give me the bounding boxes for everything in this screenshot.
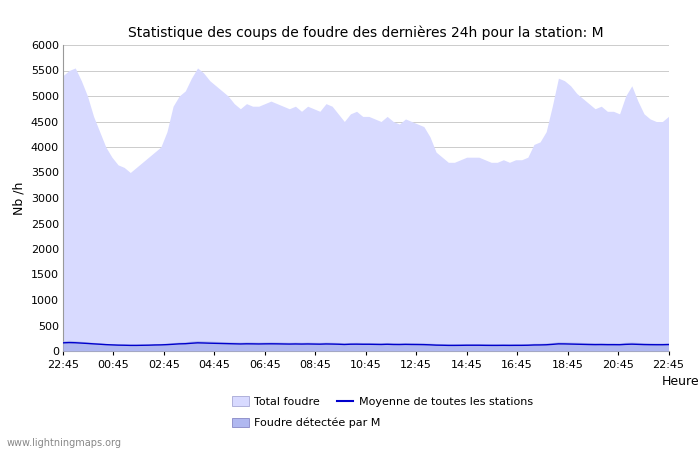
Y-axis label: Nb /h: Nb /h xyxy=(12,181,25,215)
Title: Statistique des coups de foudre des dernières 24h pour la station: M: Statistique des coups de foudre des dern… xyxy=(128,25,603,40)
Text: www.lightningmaps.org: www.lightningmaps.org xyxy=(7,438,122,448)
Legend: Foudre détectée par M: Foudre détectée par M xyxy=(232,418,381,428)
X-axis label: Heure: Heure xyxy=(662,375,699,388)
